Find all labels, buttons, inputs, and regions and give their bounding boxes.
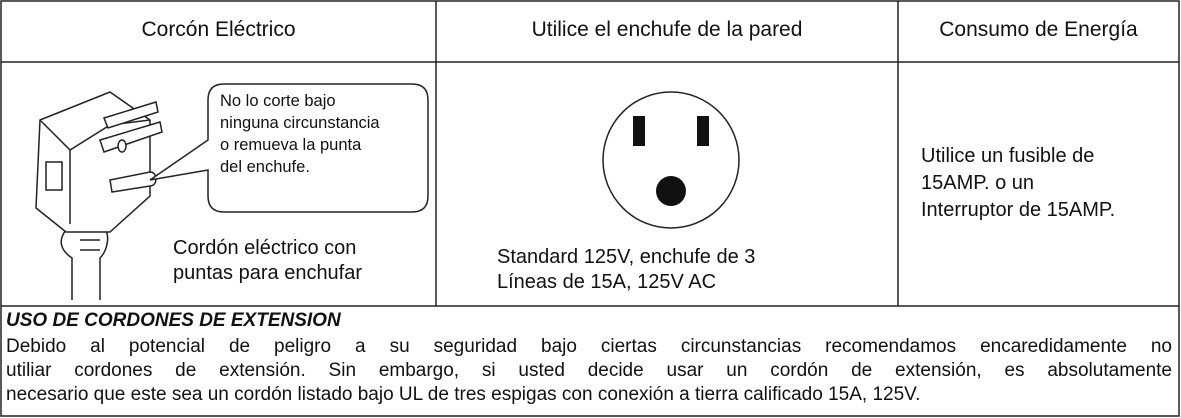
notice-line: utiliar cordones de extensión. Sin embar… (6, 360, 1172, 381)
notice-line: necesario que este sea un cordón listado… (6, 384, 921, 405)
notice-title: USO DE CORDONES DE EXTENSION (6, 310, 341, 331)
notice-line: Debido al potencial de peligro a su segu… (6, 336, 1172, 357)
caption-line: Standard 125V, enchufe de 3 (497, 246, 756, 268)
callout-line: o remueva la punta (220, 136, 362, 154)
text-line: Interruptor de 15AMP. (921, 199, 1116, 221)
plug-caption: Cordón eléctrico con puntas para enchufa… (173, 236, 362, 286)
callout: No lo corte bajo ninguna circunstancia o… (220, 90, 380, 178)
caption-line: Cordón eléctrico con (173, 237, 357, 259)
header-cell: Corcón Eléctrico (141, 18, 296, 41)
text-line: 15AMP. o un (921, 172, 1035, 194)
text-line: Utilice un fusible de (921, 145, 1095, 167)
callout-line: ninguna circunstancia (220, 114, 380, 132)
outlet-caption: Standard 125V, enchufe de 3 Líneas de 15… (497, 245, 755, 295)
header-cell: Consumo de Energía (939, 18, 1138, 41)
caption-line: Líneas de 15A, 125V AC (497, 271, 717, 293)
plug-illustration (35, 83, 429, 300)
outlet-illustration (602, 91, 740, 229)
callout-line: del enchufe. (220, 158, 310, 176)
callout-line: No lo corte bajo (220, 92, 336, 110)
power-text: Utilice un fusible de 15AMP. o un Interr… (921, 143, 1115, 224)
header-cell: Utilice el enchufe de la pared (531, 18, 803, 41)
caption-line: puntas para enchufar (173, 262, 363, 284)
